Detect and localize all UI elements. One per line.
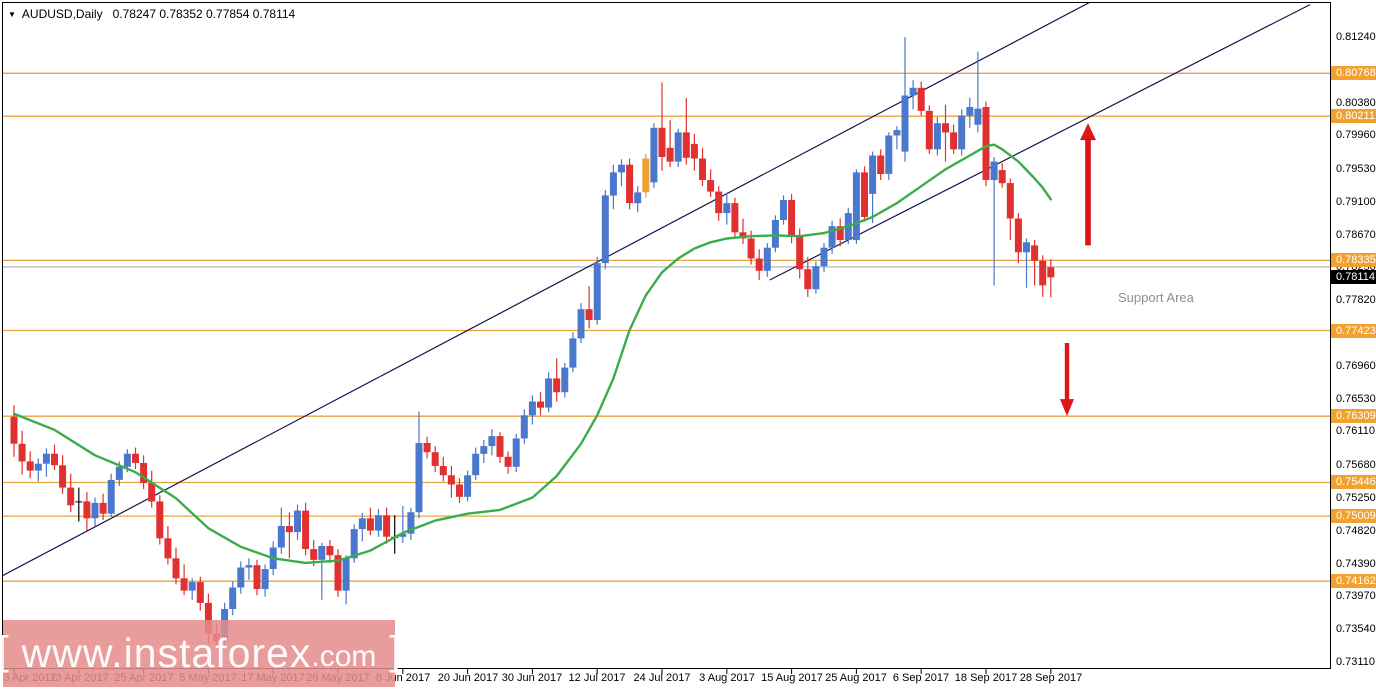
- price-tick-label: 0.77820: [1331, 293, 1376, 307]
- chart-title: ▼ AUDUSD,Daily 0.78247 0.78352 0.77854 0…: [8, 7, 295, 21]
- price-tick-label: 0.74820: [1331, 524, 1376, 538]
- level-price-label: 0.80768: [1331, 66, 1376, 80]
- price-tick-label: 0.73540: [1331, 622, 1376, 636]
- watermark-close-bracket: ]: [389, 629, 401, 673]
- date-tick-label: 3 Aug 2017: [699, 672, 755, 684]
- price-tick-label: 0.76110: [1331, 424, 1376, 438]
- price-tick-label: 0.74390: [1331, 557, 1376, 571]
- symbol-dropdown-icon[interactable]: ▼: [8, 10, 16, 19]
- bearish-scenario-arrow[interactable]: [1060, 343, 1074, 417]
- instaforex-watermark: [ www.instaforex .com ]: [0, 620, 401, 687]
- bullish-scenario-arrow[interactable]: [1080, 123, 1096, 246]
- price-tick-label: 0.76960: [1331, 359, 1376, 373]
- date-tick-label: 24 Jul 2017: [633, 672, 691, 684]
- price-tick-label: 0.76530: [1331, 392, 1376, 406]
- ohlc-quote-label: 0.78247 0.78352 0.77854 0.78114: [112, 7, 296, 21]
- plot-border: [2, 2, 1331, 669]
- date-tick-label: 18 Sep 2017: [954, 672, 1018, 684]
- date-tick-label: 15 Aug 2017: [761, 672, 823, 684]
- price-tick-label: 0.79960: [1331, 128, 1376, 142]
- level-price-label: 0.76309: [1331, 409, 1376, 423]
- support-area-label: Support Area: [1118, 290, 1194, 305]
- watermark-open-bracket: [: [0, 629, 9, 674]
- date-tick-label: 12 Jul 2017: [568, 672, 626, 684]
- level-price-label: 0.75009: [1331, 509, 1376, 523]
- watermark-domain-text: www.instaforex: [21, 630, 312, 676]
- level-price-label: 0.74162: [1331, 574, 1376, 588]
- level-price-label: 0.78335: [1331, 253, 1376, 267]
- symbol-timeframe-label: AUDUSD,Daily: [21, 7, 103, 21]
- candles: [10, 37, 1055, 649]
- price-tick-label: 0.79100: [1331, 195, 1376, 209]
- price-tick-label: 0.81240: [1331, 30, 1376, 44]
- price-axis[interactable]: 0.81240 0.80768 0.80380 0.80211 0.79960 0.795…: [1331, 0, 1376, 669]
- level-price-label: 0.75446: [1331, 475, 1376, 489]
- date-tick-label: 20 Jun 2017: [437, 672, 499, 684]
- moving-average-line[interactable]: [12, 143, 1052, 565]
- level-price-label: 0.77423: [1331, 324, 1376, 338]
- price-tick-label: 0.78670: [1331, 228, 1376, 242]
- date-tick-label: 28 Sep 2017: [1019, 672, 1083, 684]
- price-tick-label: 0.73110: [1331, 655, 1376, 669]
- price-tick-label: 0.73970: [1331, 589, 1376, 603]
- watermark-com-text: .com: [311, 639, 377, 673]
- level-price-label: 0.80211: [1331, 109, 1376, 123]
- price-tick-label: 0.80380: [1331, 96, 1376, 110]
- current-price-label: 0.78114: [1331, 270, 1376, 284]
- date-tick-label: 25 Aug 2017: [825, 672, 887, 684]
- date-tick-label: 6 Sep 2017: [892, 672, 950, 684]
- price-tick-label: 0.79530: [1331, 162, 1376, 176]
- price-tick-label: 0.75250: [1331, 491, 1376, 505]
- date-tick-label: 30 Jun 2017: [501, 672, 563, 684]
- price-tick-label: 0.75680: [1331, 458, 1376, 472]
